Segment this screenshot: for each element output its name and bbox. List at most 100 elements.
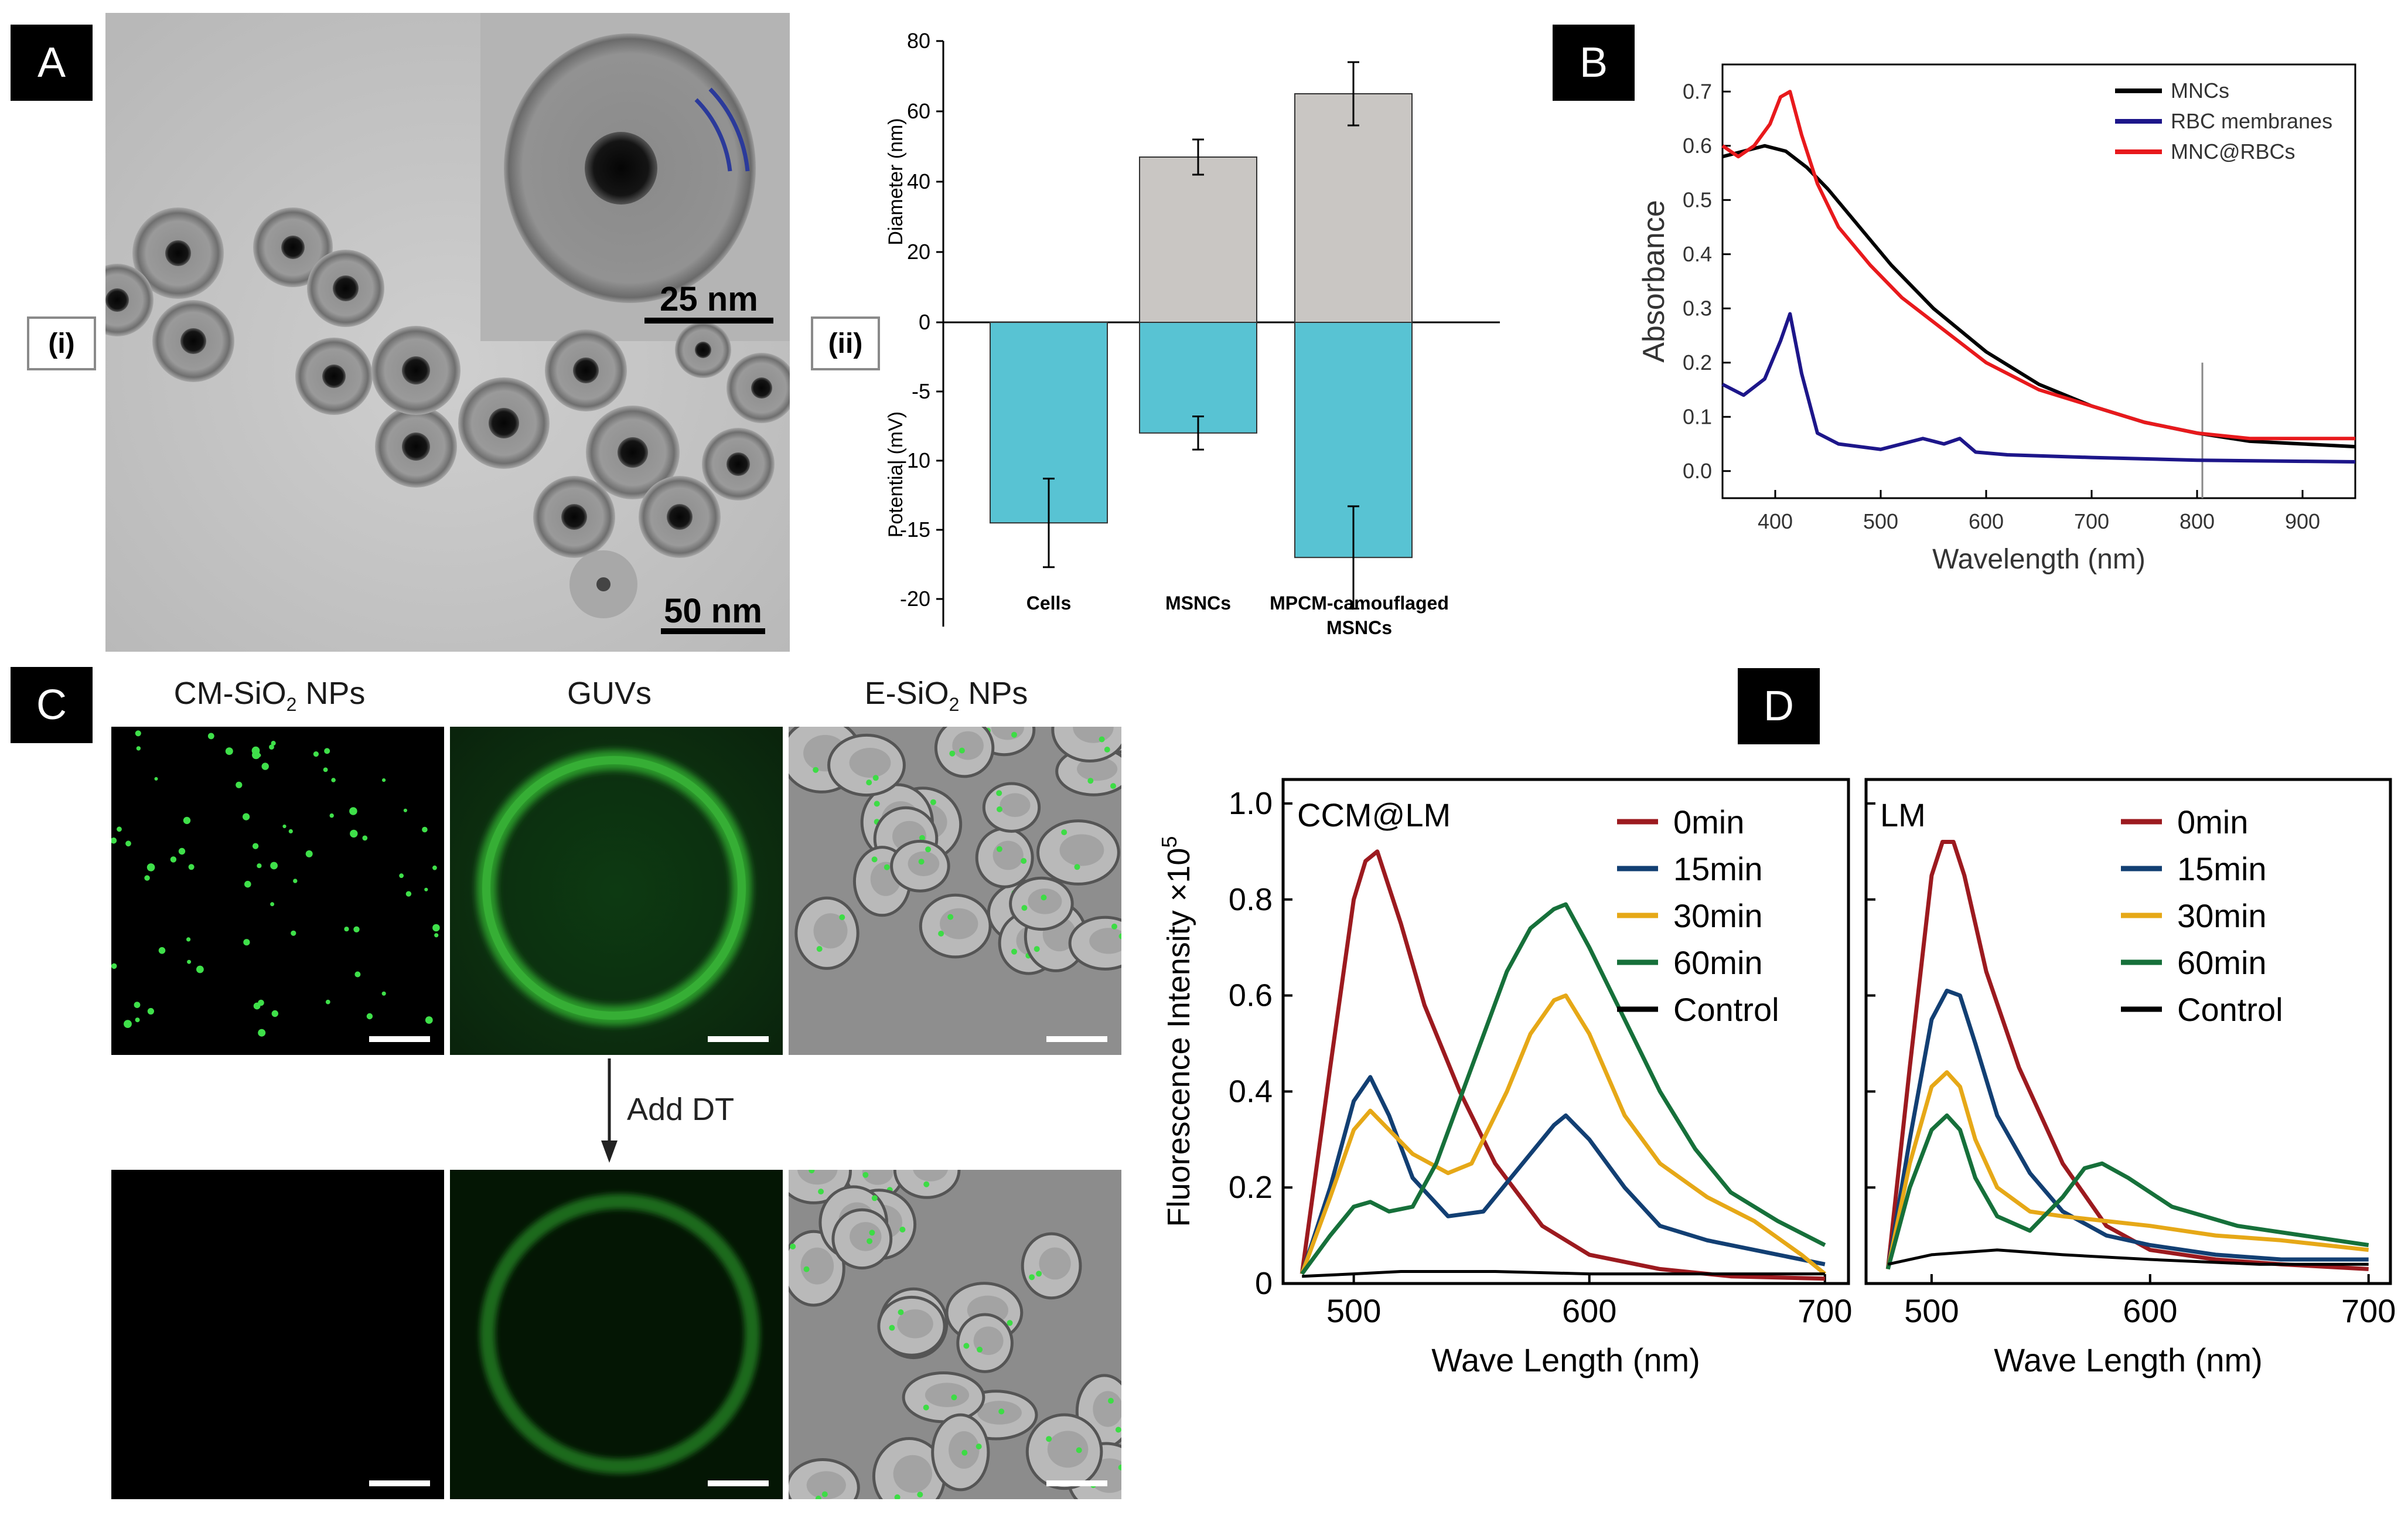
- fluorescent-dot: [270, 862, 278, 870]
- fluorescent-dot: [918, 859, 925, 865]
- series-line: [1885, 840, 2369, 1271]
- diameter-bar: [1294, 93, 1413, 323]
- y-tick-label: 0.7: [1683, 79, 1712, 103]
- panel-letter-a: A: [11, 25, 93, 101]
- fluorescent-dot: [961, 1449, 968, 1456]
- y-tick-label: 0.6: [1229, 978, 1273, 1013]
- cell-nucleus: [925, 1383, 970, 1407]
- series-line: [1299, 993, 1827, 1276]
- fluorescent-dot: [1115, 1427, 1121, 1433]
- fluorescent-dot: [899, 1227, 906, 1233]
- fluorescent-dot: [809, 1170, 815, 1174]
- fluorescent-dot: [1021, 858, 1027, 864]
- fluorescent-dot: [1087, 778, 1094, 784]
- fluorescent-dot: [862, 1172, 869, 1178]
- fluorescent-dot: [871, 856, 878, 863]
- fluorescent-dot: [996, 790, 1002, 796]
- fluorescent-dot: [963, 1343, 970, 1349]
- fluorescent-dot: [976, 1443, 982, 1450]
- cell-nucleus: [1089, 928, 1121, 954]
- fluorescent-dot: [146, 863, 155, 871]
- y-tick-label: 0.3: [1683, 296, 1712, 320]
- cm-sio2-after-image: [111, 1170, 444, 1499]
- panel-letter-c: C: [11, 667, 93, 743]
- x-tick-label: 800: [2180, 509, 2215, 533]
- fluorescent-dot: [111, 837, 117, 844]
- inset-particle: [504, 33, 756, 303]
- fluorescent-dot: [329, 813, 334, 818]
- fluorescent-dot: [1111, 923, 1117, 930]
- fluorescent-dot: [919, 835, 925, 841]
- fluorescent-dot: [866, 779, 872, 786]
- fluorescent-dot: [816, 946, 823, 952]
- legend-label: 60min: [2177, 944, 2267, 981]
- category-label: Cells: [1026, 593, 1071, 614]
- legend-label: MNCs: [2171, 79, 2229, 103]
- fluorescent-dot: [186, 937, 191, 942]
- potential-bar: [1139, 322, 1257, 434]
- fluorescent-dot: [325, 999, 330, 1005]
- fluorescent-dot: [947, 914, 954, 920]
- legend-label: Control: [2177, 991, 2283, 1028]
- x-tick-label: 700: [2074, 509, 2109, 533]
- panel-letter-b: B: [1553, 25, 1635, 101]
- fluorescent-dot: [252, 843, 259, 849]
- panel-a-sublabel-i: (i): [27, 316, 96, 370]
- fluorescent-dot: [996, 846, 1002, 852]
- fluorescent-dot: [997, 806, 1002, 812]
- fluorescent-dot: [135, 730, 141, 737]
- y-tick-label: 0: [919, 310, 930, 334]
- fluorescent-dot: [938, 931, 944, 937]
- fluorescent-dot: [271, 1010, 278, 1017]
- scale-bar-main: [661, 628, 765, 634]
- fluorescent-dot: [894, 1494, 901, 1499]
- legend-label: MNC@RBCs: [2171, 139, 2296, 164]
- series-line: [1302, 1270, 1825, 1278]
- fluorescent-dot: [923, 1404, 929, 1411]
- cell-nucleus: [893, 1455, 932, 1493]
- fluorescent-dot: [815, 1496, 821, 1499]
- y-tick-label: 1.0: [1229, 786, 1273, 821]
- fluorescent-dot: [196, 965, 204, 973]
- fluorescent-dot: [1076, 1447, 1082, 1453]
- cells: [789, 1170, 1121, 1499]
- fluorescent-dot: [258, 1029, 266, 1037]
- cell-nucleus: [1039, 1247, 1071, 1280]
- fluorescent-dot: [261, 762, 269, 770]
- fluorescent-dot: [1029, 1274, 1035, 1281]
- scale-bar: [369, 1480, 430, 1486]
- x-tick-label: 500: [1326, 1292, 1381, 1329]
- fluorescent-dot: [422, 826, 428, 833]
- fluorescent-dot: [271, 741, 276, 746]
- fluorescent-dot: [269, 744, 274, 750]
- fluorescent-dot: [350, 829, 358, 838]
- series-line: [1887, 1248, 2369, 1266]
- legend-label: 15min: [1673, 850, 1763, 887]
- fluorescent-dot: [867, 1238, 873, 1244]
- cell-nucleus: [800, 1247, 834, 1285]
- fluorescent-dot: [434, 933, 439, 938]
- fluorescent-dot: [399, 873, 404, 879]
- tem-micrograph: 25 nm 50 nm: [105, 13, 790, 652]
- fluorescent-dot: [349, 807, 357, 815]
- fluorescent-dot: [183, 816, 191, 825]
- e-sio2-after-image: [789, 1170, 1121, 1499]
- cm-sio2-before-image: [111, 727, 444, 1055]
- series-line: [1299, 1075, 1826, 1275]
- fluorescent-dot: [323, 767, 328, 772]
- fluorescent-dot: [344, 927, 349, 932]
- y-tick-label: 0.6: [1683, 134, 1712, 158]
- fluorescent-dot: [251, 746, 260, 755]
- legend-label: 0min: [1673, 804, 1744, 840]
- fluorescent-dot: [291, 930, 296, 936]
- legend-label: 0min: [2177, 804, 2248, 840]
- series-line: [1721, 90, 2355, 441]
- cell-nucleus: [940, 908, 978, 939]
- category-label: MPCM-camouflaged: [1270, 593, 1449, 614]
- fluorescent-dot: [403, 808, 407, 812]
- fluorescent-dot: [923, 1181, 930, 1187]
- cell-nucleus: [1028, 888, 1062, 914]
- fluorescent-dot: [244, 880, 251, 888]
- cell-nucleus: [908, 851, 940, 876]
- column-title-cm-sio2: CM-SiO2 NPs: [173, 676, 366, 715]
